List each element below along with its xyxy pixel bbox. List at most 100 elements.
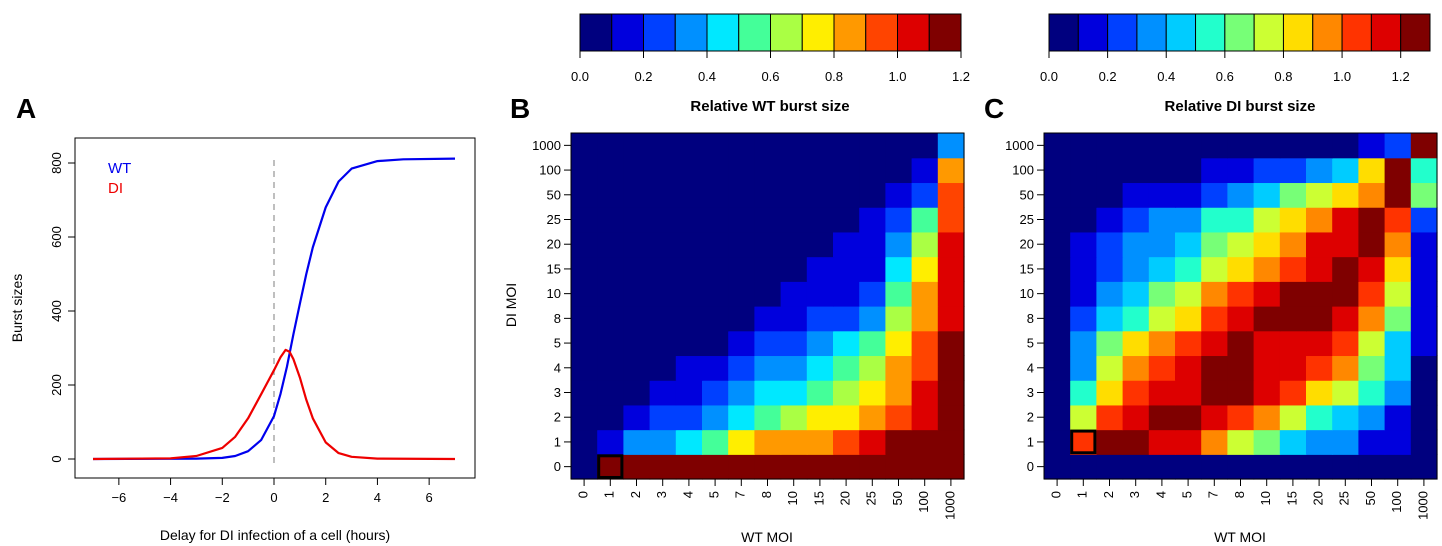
x-tick-label: 10 [1258, 491, 1273, 505]
heatmap-cell [1148, 182, 1176, 208]
heatmap-cell [623, 429, 651, 455]
heatmap-cell [1148, 256, 1176, 282]
heatmap-cell [1096, 231, 1124, 258]
colorbar-tick-label: 0.2 [634, 69, 652, 84]
colorbar-swatch [738, 13, 771, 52]
heatmap-cell [1306, 133, 1333, 159]
x-tick-label: 7 [1206, 491, 1221, 498]
heatmap-cell [623, 281, 651, 307]
x-tick-label: 1000 [942, 491, 957, 520]
heatmap-cell [675, 207, 703, 233]
heatmap-cell [780, 207, 808, 233]
heatmap-cell [728, 380, 755, 406]
heatmap-cell [1148, 133, 1176, 159]
heatmap-cell [1410, 207, 1438, 233]
heatmap-cell [1384, 256, 1412, 282]
heatmap-cell [937, 306, 965, 332]
heatmap-cell [649, 207, 677, 233]
heatmap-cell [728, 454, 755, 480]
heatmap-cell [1175, 256, 1202, 282]
heatmap-cell [1332, 182, 1359, 208]
heatmap-cell [1044, 404, 1071, 431]
heatmap-cell [649, 404, 677, 431]
heatmap-cell [859, 182, 886, 208]
heatmap-cell [1253, 182, 1281, 208]
colorbar-swatch [1341, 13, 1372, 52]
heatmap-cell [597, 231, 624, 258]
heatmap-cell [1096, 207, 1124, 233]
heatmap-cell [1279, 157, 1307, 184]
heatmap-cell [1332, 330, 1359, 357]
heatmap-cell [780, 182, 808, 208]
heatmap-cell [1384, 157, 1412, 184]
colorbar-swatch [801, 13, 835, 52]
heatmap-cell [1122, 355, 1150, 381]
heatmap-cell [1201, 281, 1228, 307]
heatmap-cell [702, 182, 729, 208]
heatmap-cell [833, 330, 860, 357]
heatmap-cell [1358, 157, 1386, 184]
heatmap-cell [1253, 454, 1281, 480]
heatmap-cell [911, 157, 939, 184]
heatmap-cell [1253, 429, 1281, 455]
heatmap-cell [911, 231, 939, 258]
heatmap-cell [1332, 207, 1359, 233]
heatmap-cell [1384, 281, 1412, 307]
heatmap-cell [754, 133, 782, 159]
heatmap-cell [623, 182, 651, 208]
heatmap-cell [1279, 429, 1307, 455]
heatmap-cell [780, 380, 808, 406]
colorbar-tick-label: 0.2 [1099, 69, 1117, 84]
heatmap-cell [1227, 133, 1255, 159]
heatmap-cell [833, 256, 860, 282]
heatmap-cell [1358, 380, 1386, 406]
heatmap-panel-b: 0 1 2 3 4 5 7 8 10 15 20 25 50 100 1000 0 1 2 3 4 5 8 10 15 20 2… [503, 13, 970, 545]
heatmap-cell [859, 355, 886, 381]
heatmap-cell [780, 157, 808, 184]
heatmap-cell [859, 306, 886, 332]
heatmap-cell [1096, 133, 1124, 159]
heatmap-cell [1227, 157, 1255, 184]
heatmap-cell [1332, 231, 1359, 258]
colorbar-swatch [1136, 13, 1167, 52]
heatmap-cell [1044, 429, 1071, 455]
colorbar-swatch [833, 13, 867, 52]
colorbar-title-c: Relative DI burst size [1165, 98, 1316, 115]
colorbar-swatch [1253, 13, 1284, 52]
heatmap-cell [806, 404, 834, 431]
heatmap-cell [1201, 380, 1228, 406]
heatmap-cell [1070, 404, 1097, 431]
heatmap-cell [728, 133, 755, 159]
heatmap-cell [1122, 281, 1150, 307]
heatmap-cell [1253, 355, 1281, 381]
heatmap-cell [1358, 454, 1386, 480]
heatmap-cell [728, 207, 755, 233]
heatmap-cell [937, 330, 965, 357]
series-line-wt [92, 157, 456, 461]
y-tick-label: 0 [554, 459, 561, 474]
heatmap-cell [833, 355, 860, 381]
heatmap-cell [1410, 330, 1438, 357]
heatmap-cell [1384, 306, 1412, 332]
heatmap-cell [1044, 157, 1071, 184]
heatmap-cell [597, 306, 624, 332]
heatmap-cell [649, 281, 677, 307]
heatmap-cell [675, 454, 703, 480]
x-tick-label: 2 [628, 491, 643, 498]
x-tick-label: 15 [1284, 491, 1299, 505]
heatmap-cell [1384, 330, 1412, 357]
heatmap-cell [1070, 355, 1097, 381]
y-tick-label: 0 [1027, 459, 1034, 474]
heatmap-cell [675, 157, 703, 184]
heatmap-cell [1410, 306, 1438, 332]
heatmap-cell [1148, 306, 1176, 332]
heatmap-cell [675, 429, 703, 455]
heatmap-cell [702, 231, 729, 258]
x-tick-label: 25 [864, 491, 879, 505]
x-tick-label: 4 [1153, 491, 1168, 498]
heatmap-cell [1253, 157, 1281, 184]
heatmap-cell [675, 281, 703, 307]
heatmap-cell [833, 157, 860, 184]
heatmap-cell [675, 355, 703, 381]
